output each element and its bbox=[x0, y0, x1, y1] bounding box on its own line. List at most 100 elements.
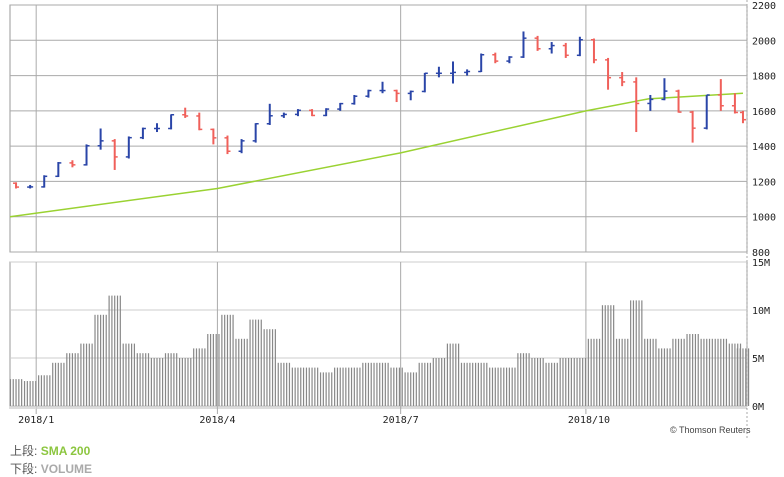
volume-bar bbox=[725, 338, 728, 406]
volume-bar bbox=[314, 367, 316, 406]
volume-bar bbox=[240, 338, 243, 406]
volume-bar bbox=[494, 367, 496, 406]
volume-bar bbox=[703, 338, 705, 406]
volume-bar bbox=[610, 305, 612, 406]
volume-bar bbox=[153, 358, 155, 406]
volume-bar bbox=[195, 348, 198, 406]
volume-bar bbox=[269, 329, 271, 406]
volume-bar bbox=[283, 362, 285, 406]
price-panel bbox=[9, 4, 748, 253]
price-tick-label: 1600 bbox=[752, 107, 776, 118]
chart-svg: 800 1000 1200 1400 1600 1800 2000 2200 0M 5M 10M 15… bbox=[9, 0, 776, 440]
volume-bar bbox=[91, 343, 93, 406]
volume-bar bbox=[480, 362, 482, 406]
volume-bar bbox=[156, 358, 158, 406]
volume-bar bbox=[692, 334, 694, 406]
volume-bar bbox=[38, 375, 40, 406]
volume-bar bbox=[646, 338, 649, 406]
volume-bar bbox=[94, 314, 96, 406]
volume-bar bbox=[249, 319, 251, 406]
volume-bar bbox=[455, 343, 457, 406]
volume-bar bbox=[686, 334, 688, 406]
volume-bar bbox=[373, 362, 375, 406]
volume-bar bbox=[539, 358, 541, 406]
volume-bar bbox=[522, 353, 525, 406]
volume-bar bbox=[474, 362, 477, 406]
volume-bar bbox=[466, 362, 468, 406]
x-tick-label: 2018/1 bbox=[18, 415, 54, 426]
volume-bar bbox=[460, 362, 463, 406]
volume-bar bbox=[708, 338, 711, 406]
volume-bar bbox=[271, 329, 274, 406]
volume-tick-label: 15M bbox=[752, 258, 770, 269]
volume-bar bbox=[680, 338, 682, 406]
volume-bar bbox=[384, 362, 386, 406]
volume-tick-label: 0M bbox=[752, 402, 764, 413]
volume-bar bbox=[443, 358, 446, 406]
volume-bar bbox=[398, 367, 401, 406]
volume-panel bbox=[9, 261, 748, 407]
volume-bar bbox=[136, 353, 138, 406]
price-tick-label: 2000 bbox=[752, 36, 776, 47]
volume-bar bbox=[49, 375, 51, 406]
volume-bar bbox=[46, 375, 48, 406]
volume-bar bbox=[353, 367, 355, 406]
volume-bar bbox=[500, 367, 502, 406]
volume-bar bbox=[511, 367, 513, 406]
volume-bar bbox=[584, 358, 587, 406]
volume-bar bbox=[632, 300, 635, 406]
price-tick-label: 800 bbox=[752, 248, 770, 259]
volume-bar bbox=[300, 367, 302, 406]
volume-bar bbox=[322, 372, 324, 406]
volume-bar bbox=[449, 343, 451, 406]
volume-bar bbox=[520, 353, 522, 406]
volume-bar bbox=[207, 334, 209, 406]
volume-bar bbox=[734, 343, 736, 406]
volume-bar bbox=[663, 348, 666, 406]
volume-bar bbox=[74, 353, 76, 406]
volume-bar bbox=[559, 358, 561, 406]
volume-bar bbox=[71, 353, 74, 406]
volume-bar bbox=[638, 300, 640, 406]
volume-bar bbox=[54, 362, 57, 406]
volume-bar bbox=[714, 338, 716, 406]
volume-bar bbox=[125, 343, 127, 406]
volume-bar bbox=[209, 334, 212, 406]
volume-bar bbox=[429, 362, 432, 406]
volume-bar bbox=[627, 338, 629, 406]
volume-bar bbox=[604, 305, 606, 406]
volume-bar bbox=[630, 300, 632, 406]
volume-bar bbox=[736, 348, 738, 406]
volume-bar bbox=[582, 358, 584, 406]
volume-bar bbox=[590, 338, 592, 406]
volume-bar bbox=[83, 343, 85, 406]
volume-bar bbox=[613, 305, 615, 406]
volume-bar bbox=[147, 353, 150, 406]
volume-bar bbox=[77, 353, 79, 406]
volume-bar bbox=[311, 367, 313, 406]
volume-bar bbox=[229, 314, 231, 406]
volume-bar bbox=[69, 353, 71, 406]
volume-bar bbox=[472, 362, 474, 406]
volume-bar bbox=[18, 379, 20, 406]
price-tick-label: 1400 bbox=[752, 142, 776, 153]
volume-bar bbox=[387, 362, 389, 406]
volume-bar bbox=[218, 334, 220, 406]
volume-bar bbox=[362, 362, 364, 406]
volume-bar bbox=[286, 362, 288, 406]
volume-bar bbox=[370, 362, 372, 406]
volume-bar bbox=[184, 358, 186, 406]
volume-bar bbox=[57, 362, 59, 406]
volume-bar bbox=[193, 348, 195, 406]
volume-bar bbox=[396, 367, 398, 406]
volume-bar bbox=[404, 372, 406, 406]
volume-bar bbox=[601, 305, 604, 406]
legend-volume: VOLUME bbox=[40, 462, 93, 476]
volume-bar bbox=[114, 295, 116, 406]
volume-bar bbox=[556, 362, 558, 406]
price-tick-label: 1200 bbox=[752, 177, 776, 188]
volume-bar bbox=[412, 372, 415, 406]
volume-bar bbox=[308, 367, 310, 406]
volume-bar bbox=[438, 358, 440, 406]
volume-bar bbox=[263, 329, 265, 406]
